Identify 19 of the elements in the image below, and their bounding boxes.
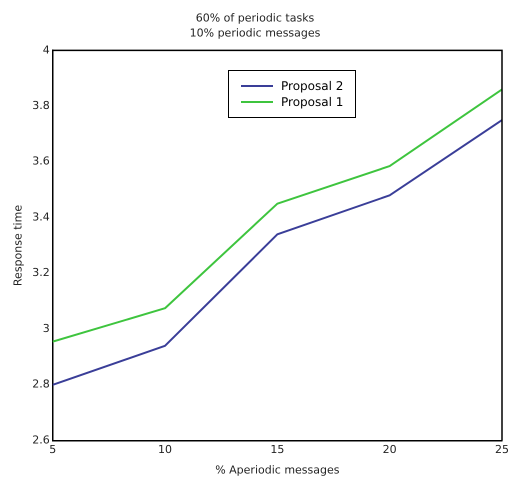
chart-title: 60% of periodic tasks: [196, 11, 315, 24]
legend-label: Proposal 2: [281, 79, 344, 93]
chart-subtitle: 10% periodic messages: [190, 26, 321, 40]
x-tick-label: 15: [270, 443, 284, 456]
x-tick-label: 5: [49, 443, 56, 456]
y-tick-label: 2.8: [32, 378, 50, 391]
y-axis-title: Response time: [11, 204, 24, 286]
y-tick-label: 4: [42, 43, 50, 56]
y-tick-label: 3.6: [32, 154, 50, 168]
x-axis-title: % Aperiodic messages: [215, 463, 340, 476]
x-tick-label: 25: [495, 443, 509, 456]
x-tick-label: 20: [382, 443, 397, 456]
y-tick-label: 3.2: [32, 266, 50, 280]
legend-label: Proposal 1: [281, 95, 344, 109]
y-tick-label: 3.4: [32, 210, 50, 224]
y-tick-label: 3.8: [32, 99, 50, 112]
y-tick-label: 3: [42, 322, 50, 335]
y-tick-label: 2.6: [32, 433, 50, 446]
x-tick-label: 10: [158, 443, 172, 456]
